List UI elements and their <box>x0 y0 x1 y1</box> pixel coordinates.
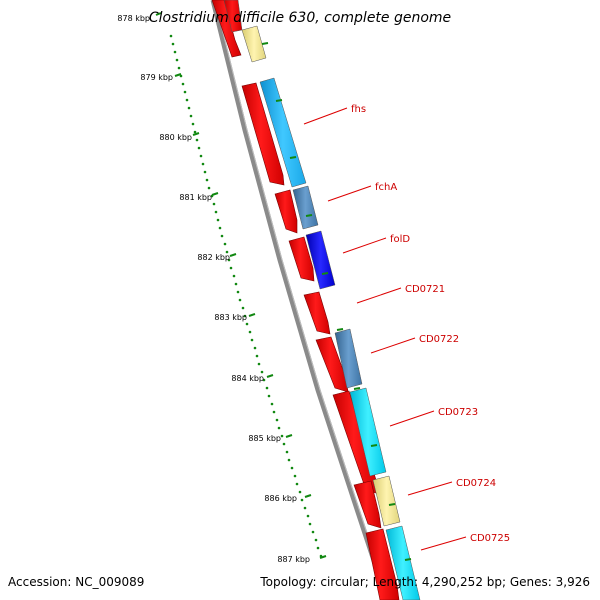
ruler-label: 880 kbp <box>159 133 192 142</box>
gene-label-fhs[interactable]: fhs <box>351 104 366 115</box>
gene-label-fchA[interactable]: fchA <box>375 182 397 193</box>
ruler-label: 886 kbp <box>264 494 297 503</box>
cds-feature[interactable] <box>274 189 298 234</box>
gene-label-CD0724[interactable]: CD0724 <box>456 478 496 489</box>
ruler-label: 884 kbp <box>231 374 264 383</box>
backbone-ring <box>210 0 390 600</box>
gene-label-CD0721[interactable]: CD0721 <box>405 284 445 295</box>
gene-label-CD0722[interactable]: CD0722 <box>419 334 459 345</box>
gene-label-lines <box>303 107 467 551</box>
outer-ticks <box>261 42 412 561</box>
gene-label-CD0723[interactable]: CD0723 <box>438 407 478 418</box>
cds-feature[interactable] <box>241 82 285 186</box>
ruler-label: 882 kbp <box>197 253 230 262</box>
map-title: Clostridium difficile 630, complete geno… <box>148 10 452 26</box>
cds-feature[interactable] <box>365 528 400 600</box>
feature-block[interactable] <box>372 475 401 527</box>
outer-feature-track <box>223 0 421 600</box>
cds-feature[interactable] <box>288 236 315 282</box>
ruler-label: 881 kbp <box>179 193 212 202</box>
ruler-label: 879 kbp <box>140 73 173 82</box>
ruler-label: 883 kbp <box>214 313 247 322</box>
backbone-highlight <box>214 0 390 600</box>
feature-block[interactable] <box>259 77 307 188</box>
ruler-major-ticks <box>155 12 327 559</box>
accession-label: Accession: NC_009089 <box>8 575 145 589</box>
feature-block[interactable] <box>292 185 319 230</box>
ruler-track <box>169 34 323 558</box>
feature-block[interactable] <box>349 387 387 477</box>
ruler-label: 878 kbp <box>117 14 150 23</box>
gene-label-folD[interactable]: folD <box>390 234 410 245</box>
cds-feature[interactable] <box>303 291 331 335</box>
gene-labels: fhs fchA folD CD0721 CD0722 CD0723 CD072… <box>351 104 510 544</box>
feature-block[interactable] <box>334 328 363 389</box>
gene-label-CD0725[interactable]: CD0725 <box>470 533 510 544</box>
ruler-label: 887 kbp <box>277 555 310 564</box>
forward-cds-track <box>211 0 400 600</box>
genome-summary: Topology: circular; Length: 4,290,252 bp… <box>260 575 590 589</box>
ruler-label: 885 kbp <box>248 434 281 443</box>
feature-block[interactable] <box>385 525 421 600</box>
cds-feature[interactable] <box>211 0 242 58</box>
cds-feature[interactable] <box>353 480 382 529</box>
feature-block[interactable] <box>305 230 336 290</box>
feature-block[interactable] <box>223 0 243 33</box>
feature-block[interactable] <box>241 25 267 63</box>
ruler-labels: 878 kbp 879 kbp 880 kbp 881 kbp 882 kbp … <box>117 14 310 564</box>
